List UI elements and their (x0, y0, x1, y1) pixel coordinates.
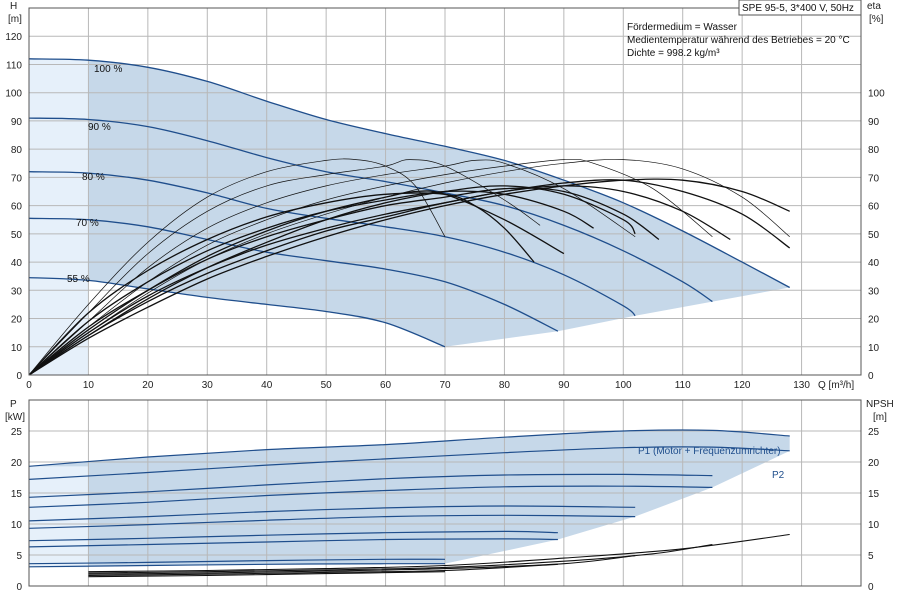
pump-title: SPE 95-5, 3*400 V, 50Hz (742, 3, 854, 14)
q-tick-label: 120 (734, 380, 751, 391)
eta-tick-label: 50 (868, 230, 880, 241)
q-tick-label: 30 (202, 380, 214, 391)
q-tick-label: 70 (439, 380, 451, 391)
npsh-tick-label: 5 (868, 551, 874, 562)
h-tick-label: 20 (11, 315, 23, 326)
h-tick-label: 80 (11, 145, 23, 156)
eta-tick-label: 90 (868, 117, 880, 128)
eta-axis-title: eta (867, 1, 881, 12)
p-tick-label: 25 (11, 427, 23, 438)
info-density: Dichte = 998.2 kg/m³ (627, 48, 720, 59)
eta-tick-label: 20 (868, 315, 880, 326)
h-tick-label: 10 (11, 343, 23, 354)
q-tick-label: 50 (321, 380, 333, 391)
p-axis-title: P (10, 399, 17, 410)
q-tick-label: 20 (142, 380, 154, 391)
eta-tick-label: 100 (868, 89, 885, 100)
q-tick-label: 60 (380, 380, 392, 391)
head-low-flow-zone (29, 59, 88, 375)
p1-label: P1 (Motor + Frequenzumrichter) (638, 446, 781, 457)
npsh-axis-unit: [m] (873, 412, 887, 423)
npsh-tick-label: 10 (868, 520, 880, 531)
npsh-tick-label: 0 (868, 582, 874, 593)
p-tick-label: 10 (11, 520, 23, 531)
speed-label-80: 80 % (82, 172, 105, 183)
speed-label-100: 100 % (94, 64, 122, 75)
eta-tick-label: 40 (868, 258, 880, 269)
eta-tick-label: 70 (868, 173, 880, 184)
eta-axis-unit: [%] (869, 14, 884, 25)
eta-tick-label: 80 (868, 145, 880, 156)
speed-label-55: 55 % (67, 274, 90, 285)
h-tick-label: 110 (6, 60, 22, 71)
q-tick-label: 0 (26, 380, 32, 391)
speed-label-70: 70 % (76, 218, 99, 229)
q-tick-label: 90 (558, 380, 570, 391)
npsh-tick-label: 20 (868, 458, 880, 469)
h-axis-unit: [m] (8, 14, 22, 25)
q-tick-label: 80 (499, 380, 511, 391)
operating-area-top (29, 59, 790, 375)
h-tick-label: 100 (5, 89, 22, 100)
power-low-flow-zone (29, 466, 88, 567)
h-tick-label: 40 (11, 258, 23, 269)
eta-tick-label: 0 (868, 371, 874, 382)
h-tick-label: 60 (11, 202, 23, 213)
p-axis-unit: [kW] (5, 412, 25, 423)
h-tick-label: 90 (11, 117, 23, 128)
h-tick-label: 50 (11, 230, 23, 241)
npsh-axis-title: NPSH (866, 399, 894, 410)
p-tick-label: 20 (11, 458, 23, 469)
q-tick-label: 100 (615, 380, 632, 391)
q-tick-label: 10 (83, 380, 95, 391)
eta-tick-label: 60 (868, 202, 880, 213)
h-axis-title: H (10, 1, 17, 12)
h-tick-label: 70 (11, 173, 23, 184)
p-tick-label: 0 (16, 582, 22, 593)
q-axis-label: Q [m³/h] (818, 380, 854, 391)
p-tick-label: 15 (11, 489, 23, 500)
info-temperature: Medientemperatur während des Betriebes =… (627, 35, 850, 46)
p2-label: P2 (772, 470, 785, 481)
h-tick-label: 30 (11, 286, 23, 297)
npsh-tick-label: 25 (868, 427, 880, 438)
info-medium: Fördermedium = Wasser (627, 22, 738, 33)
eta-tick-label: 30 (868, 286, 880, 297)
h-tick-label: 120 (5, 32, 22, 43)
q-tick-label: 40 (261, 380, 273, 391)
q-tick-label: 130 (793, 380, 810, 391)
q-tick-label: 110 (675, 380, 691, 391)
p-tick-label: 5 (16, 551, 22, 562)
speed-label-90: 90 % (88, 122, 111, 133)
npsh-tick-label: 15 (868, 489, 880, 500)
eta-tick-label: 10 (868, 343, 880, 354)
h-tick-label: 0 (16, 371, 22, 382)
